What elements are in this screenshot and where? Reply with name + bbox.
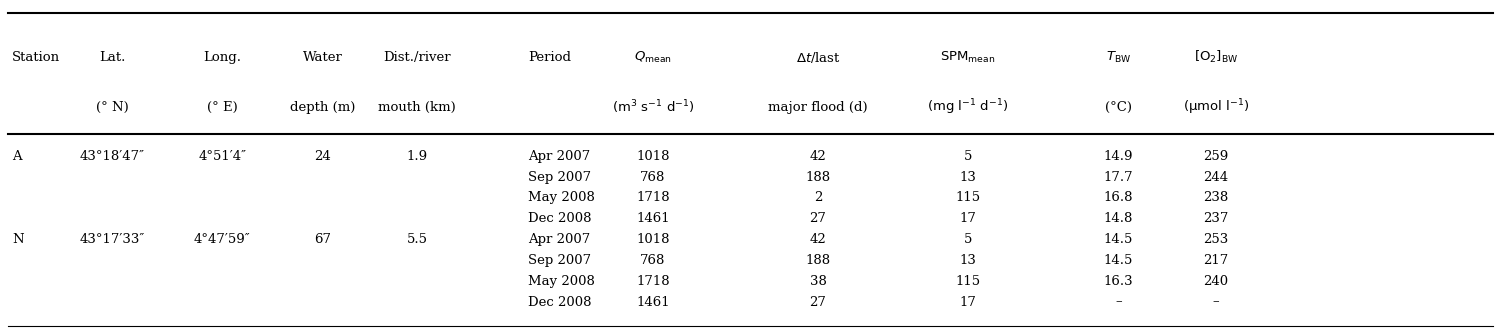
Text: 17: 17 (959, 212, 977, 225)
Text: Station: Station (12, 51, 60, 64)
Text: $(\mathrm{m^3\ s^{-1}\ d^{-1}})$: $(\mathrm{m^3\ s^{-1}\ d^{-1}})$ (611, 99, 695, 116)
Text: 1461: 1461 (636, 296, 669, 308)
Text: 4°51′4″: 4°51′4″ (198, 150, 246, 163)
Text: 240: 240 (1204, 275, 1228, 288)
Text: (° N): (° N) (96, 101, 129, 114)
Text: Sep 2007: Sep 2007 (528, 171, 591, 183)
Text: 115: 115 (956, 275, 980, 288)
Text: 188: 188 (806, 171, 830, 183)
Text: (° E): (° E) (207, 101, 237, 114)
Text: depth (m): depth (m) (290, 101, 356, 114)
Text: $(\mathrm{mg\ l^{-1}\ d^{-1}})$: $(\mathrm{mg\ l^{-1}\ d^{-1}})$ (928, 98, 1009, 117)
Text: 43°17′33″: 43°17′33″ (80, 233, 146, 246)
Text: 27: 27 (809, 296, 827, 308)
Text: 14.8: 14.8 (1103, 212, 1133, 225)
Text: 67: 67 (314, 233, 332, 246)
Text: 16.3: 16.3 (1103, 275, 1133, 288)
Text: $(\mathrm{\mu mol\ l^{-1}})$: $(\mathrm{\mu mol\ l^{-1}})$ (1183, 98, 1249, 117)
Text: 768: 768 (641, 171, 665, 183)
Text: 2: 2 (814, 192, 823, 204)
Text: 5.5: 5.5 (407, 233, 428, 246)
Text: 27: 27 (809, 212, 827, 225)
Text: Apr 2007: Apr 2007 (528, 150, 590, 163)
Text: 188: 188 (806, 254, 830, 267)
Text: 42: 42 (809, 233, 827, 246)
Text: 42: 42 (809, 150, 827, 163)
Text: 244: 244 (1204, 171, 1228, 183)
Text: May 2008: May 2008 (528, 192, 596, 204)
Text: $\mathrm{SPM}_{\mathrm{mean}}$: $\mathrm{SPM}_{\mathrm{mean}}$ (941, 50, 995, 65)
Text: 115: 115 (956, 192, 980, 204)
Text: 1.9: 1.9 (407, 150, 428, 163)
Text: Long.: Long. (203, 51, 242, 64)
Text: 217: 217 (1204, 254, 1228, 267)
Text: $\Delta t$/last: $\Delta t$/last (796, 50, 841, 65)
Text: –: – (1213, 296, 1219, 308)
Text: 1718: 1718 (636, 192, 669, 204)
Text: 5: 5 (964, 150, 973, 163)
Text: 5: 5 (964, 233, 973, 246)
Text: Dist./river: Dist./river (383, 51, 452, 64)
Text: 16.8: 16.8 (1103, 192, 1133, 204)
Text: A: A (12, 150, 21, 163)
Text: 13: 13 (959, 171, 977, 183)
Text: 253: 253 (1204, 233, 1228, 246)
Text: 259: 259 (1204, 150, 1228, 163)
Text: 24: 24 (314, 150, 332, 163)
Text: 1461: 1461 (636, 212, 669, 225)
Text: 1018: 1018 (636, 233, 669, 246)
Text: 768: 768 (641, 254, 665, 267)
Text: 13: 13 (959, 254, 977, 267)
Text: (°C): (°C) (1105, 101, 1132, 114)
Text: Dec 2008: Dec 2008 (528, 296, 591, 308)
Text: 237: 237 (1204, 212, 1228, 225)
Text: 1718: 1718 (636, 275, 669, 288)
Text: $T_{\mathrm{BW}}$: $T_{\mathrm{BW}}$ (1106, 50, 1130, 65)
Text: May 2008: May 2008 (528, 275, 596, 288)
Text: 238: 238 (1204, 192, 1228, 204)
Text: Period: Period (528, 51, 572, 64)
Text: 14.9: 14.9 (1103, 150, 1133, 163)
Text: $Q_{\mathrm{mean}}$: $Q_{\mathrm{mean}}$ (633, 50, 672, 65)
Text: Sep 2007: Sep 2007 (528, 254, 591, 267)
Text: mouth (km): mouth (km) (378, 101, 456, 114)
Text: Apr 2007: Apr 2007 (528, 233, 590, 246)
Text: 14.5: 14.5 (1103, 233, 1133, 246)
Text: –: – (1115, 296, 1121, 308)
Text: 43°18′47″: 43°18′47″ (80, 150, 146, 163)
Text: 4°47′59″: 4°47′59″ (194, 233, 251, 246)
Text: Dec 2008: Dec 2008 (528, 212, 591, 225)
Text: 1018: 1018 (636, 150, 669, 163)
Text: 14.5: 14.5 (1103, 254, 1133, 267)
Text: major flood (d): major flood (d) (769, 101, 868, 114)
Text: 38: 38 (809, 275, 827, 288)
Text: $[\mathrm{O_2}]_{\mathrm{BW}}$: $[\mathrm{O_2}]_{\mathrm{BW}}$ (1193, 49, 1238, 65)
Text: Water: Water (303, 51, 342, 64)
Text: N: N (12, 233, 24, 246)
Text: 17: 17 (959, 296, 977, 308)
Text: 17.7: 17.7 (1103, 171, 1133, 183)
Text: Lat.: Lat. (99, 51, 126, 64)
